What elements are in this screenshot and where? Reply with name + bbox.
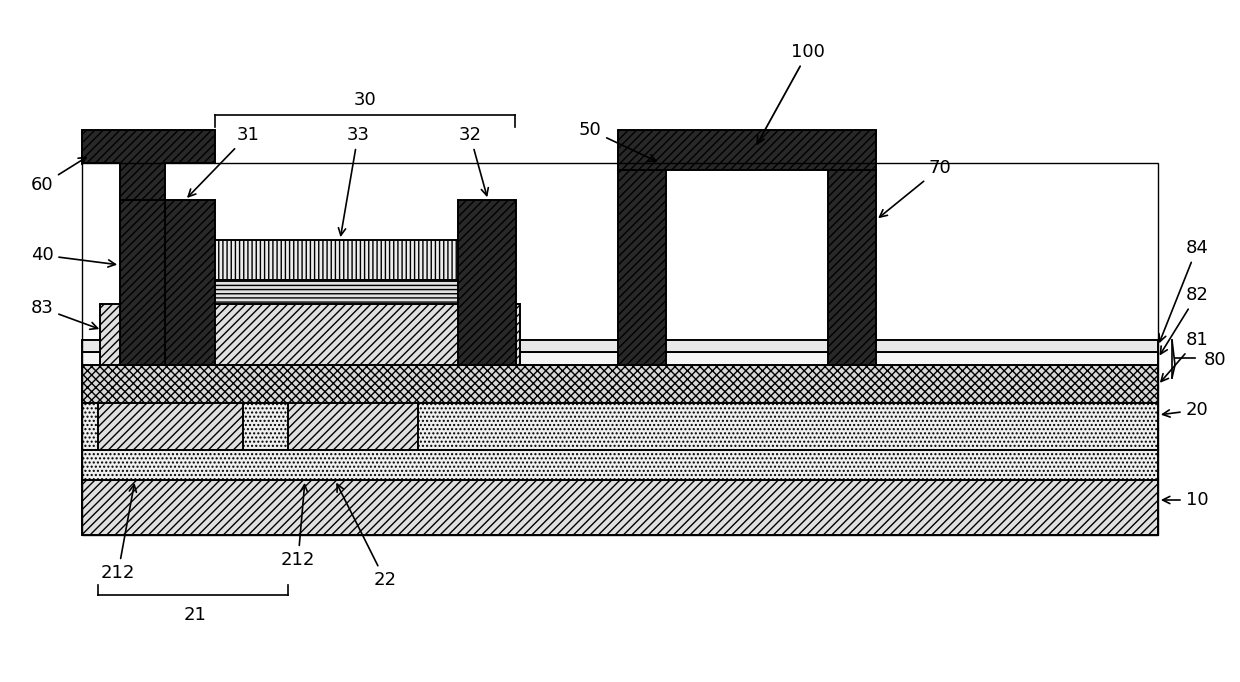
Bar: [82, 352, 1158, 365]
Text: 84: 84: [1159, 239, 1209, 342]
Bar: [618, 170, 666, 365]
Text: 80: 80: [1204, 351, 1226, 369]
Bar: [458, 200, 516, 365]
Text: 33: 33: [339, 126, 370, 235]
Text: 70: 70: [879, 159, 951, 217]
Text: 31: 31: [188, 126, 259, 196]
Text: 212: 212: [280, 485, 315, 569]
Bar: [82, 163, 1158, 535]
Text: 212: 212: [100, 485, 136, 582]
Bar: [215, 240, 458, 280]
Text: 21: 21: [184, 606, 206, 624]
Text: 60: 60: [31, 158, 86, 194]
Bar: [155, 200, 215, 365]
Text: 32: 32: [459, 126, 489, 196]
Text: 81: 81: [1161, 331, 1208, 381]
Bar: [82, 480, 1158, 535]
Bar: [100, 304, 520, 365]
Bar: [98, 390, 243, 480]
Bar: [82, 450, 1158, 480]
Bar: [120, 200, 165, 365]
Text: 83: 83: [31, 299, 98, 329]
Text: 30: 30: [353, 91, 377, 109]
Bar: [82, 450, 1158, 480]
Bar: [82, 340, 1158, 352]
Text: 100: 100: [758, 43, 825, 144]
Text: 40: 40: [31, 246, 115, 267]
Bar: [82, 390, 1158, 450]
Text: 20: 20: [1163, 401, 1208, 419]
Text: 10: 10: [1163, 491, 1208, 509]
Bar: [618, 130, 875, 170]
Bar: [288, 390, 418, 480]
Bar: [828, 170, 875, 365]
Polygon shape: [82, 130, 215, 200]
Text: 22: 22: [337, 484, 397, 589]
Text: 50: 50: [579, 121, 656, 161]
Bar: [215, 280, 458, 304]
Bar: [82, 365, 1158, 403]
Text: 82: 82: [1161, 286, 1209, 354]
